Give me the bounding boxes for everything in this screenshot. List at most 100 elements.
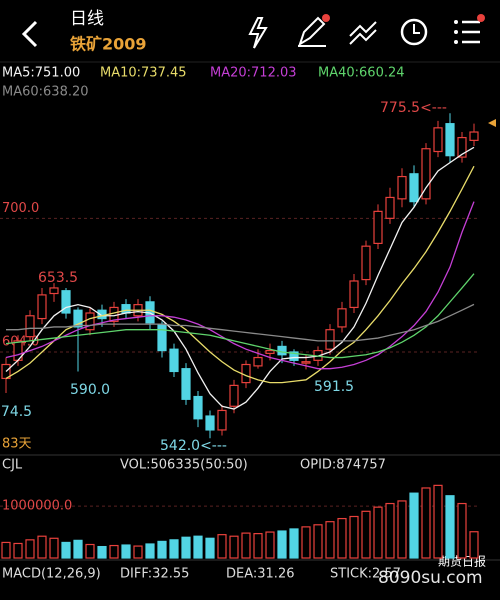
candle-body [397,175,407,200]
watermark: 8090su.com [378,568,483,588]
volume-bar [265,531,275,559]
volume-bar [157,540,167,559]
volume-bar [205,537,215,559]
ma-line [6,303,475,342]
header-title: 日线 [70,9,104,29]
legend-entry: MA40:660.24 [318,66,405,81]
y-tick-label: 700.0 [2,201,39,216]
volume-bar [109,544,119,559]
macd-label: STICK:2.57 [330,567,401,582]
candle-body [25,315,35,338]
volume-bar [289,528,299,559]
candle-body [301,361,311,364]
volume-bar [361,510,371,559]
indicator-icon[interactable] [349,21,377,45]
candle-body [193,395,203,420]
candle-body [409,173,419,203]
price-annotation: 653.5 [38,270,78,286]
ma-line [5,201,475,370]
volume-bar [301,526,311,559]
candle-body [181,368,191,400]
volume-text: OPID:874757 [300,458,386,473]
volume-bar [229,535,239,559]
volume-bar [181,536,191,559]
candle-body [373,210,383,244]
flash-icon[interactable] [248,17,268,49]
macd-label: DEA:31.26 [226,567,295,582]
macd-label: DIFF:32.55 [120,567,189,582]
volume-bar [457,502,467,559]
volume-bar [133,545,143,559]
candle-body [421,148,431,200]
volume-bar [193,535,203,559]
candle-body [157,323,167,352]
y-tick-label: 1000000.0 [2,499,72,514]
candle-body [361,245,371,281]
volume-bar [349,515,359,559]
ma-line [5,165,475,384]
volume-bar [241,532,251,559]
candle-body [169,348,179,373]
volume-bar [433,484,443,559]
candle-body [49,287,59,295]
header-subtitle: 铁矿2009 [70,35,147,54]
ma-line [5,273,475,359]
volume-bar [1,541,11,559]
candle-body [469,131,479,141]
candle-body [289,351,299,361]
volume-bar [169,539,179,559]
volume-bar [373,506,383,559]
volume-bar [385,502,395,559]
legend-entry: MA20:712.03 [210,66,297,81]
candle-body [241,363,251,384]
ma-line [5,146,475,410]
volume-bar [277,530,287,559]
legend-entry: MA60:638.20 [2,85,89,100]
candle-body [85,312,95,331]
volume-bar [325,521,335,559]
back-button[interactable] [21,20,38,48]
price-pointer [488,119,496,127]
volume-bar [217,534,227,559]
clock-icon[interactable] [400,18,428,46]
menu-icon[interactable] [454,14,485,44]
draw-icon[interactable] [298,14,330,47]
legend-entry: MA10:737.45 [100,66,187,81]
day-count: 83天 [2,437,32,452]
volume-bar [49,537,59,559]
price-annotation: 775.5<--- [380,100,447,116]
candle-body [445,123,455,157]
volume-bar [25,539,35,559]
volume-bar [61,541,71,559]
candle-body [73,309,83,328]
candle-body [337,308,347,328]
candle-body [325,329,335,350]
candle-body [61,290,71,314]
candle-body [385,196,395,219]
volume-bar [73,539,83,559]
volume-bar [337,517,347,559]
volume-bar [85,543,95,559]
candle-body [265,349,275,354]
price-annotation: 591.5 [314,379,354,395]
volume-bar [97,545,107,559]
volume-text: VOL:506335(50:50) [120,458,248,473]
volume-bar [421,487,431,559]
volume-bar [313,524,323,559]
candle-body [253,356,263,367]
candle-body [229,384,239,407]
volume-bar [397,500,407,559]
volume-bar [409,492,419,559]
candle-body [37,294,47,320]
macd-label: MACD(12,26,9) [2,567,101,582]
volume-bar [13,542,23,559]
price-annotation: 574.5 [0,404,32,420]
candle-body [349,280,359,309]
volume-bar [37,535,47,559]
candle-body [205,415,215,431]
volume-bar [121,544,131,559]
candle-body [217,409,227,431]
price-annotation: 542.0<--- [160,438,227,454]
volume-bar [469,531,479,559]
